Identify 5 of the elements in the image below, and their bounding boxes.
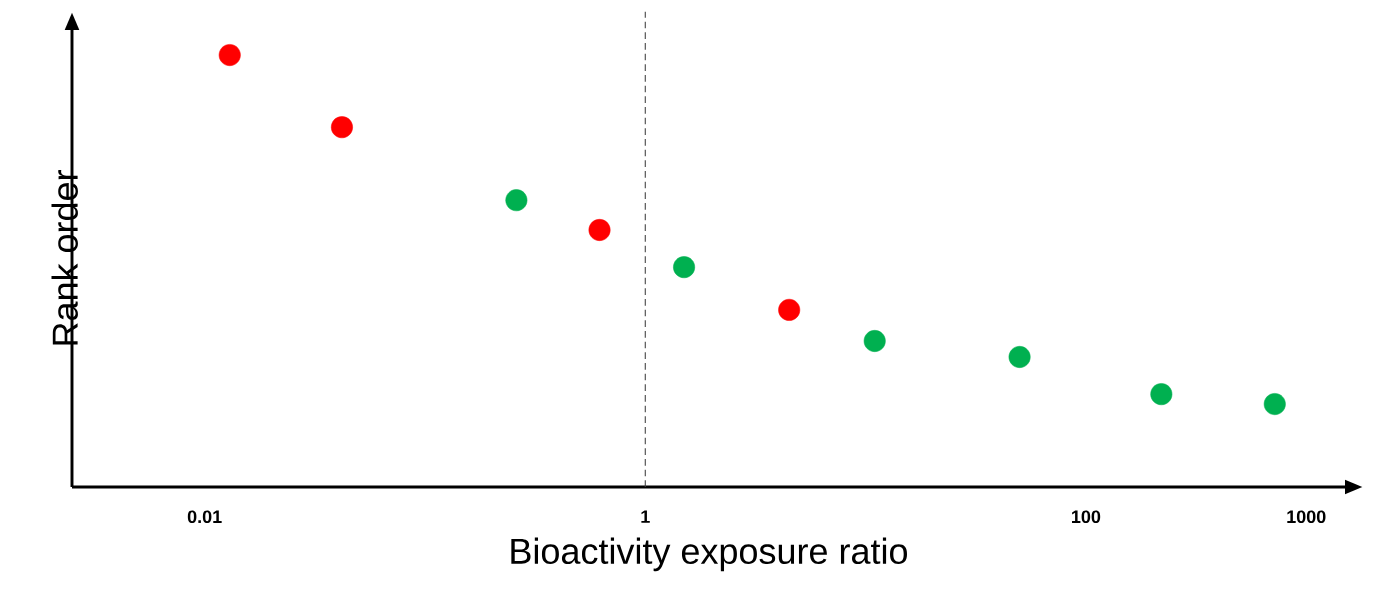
x-axis-title: Bioactivity exposure ratio <box>511 537 907 572</box>
x-tick-label: 100 <box>1072 510 1101 524</box>
x-tick-label: 1 <box>641 510 650 523</box>
x-tick-label: 0.01 <box>187 510 222 524</box>
x-tick-label: 1000 <box>1287 510 1326 524</box>
